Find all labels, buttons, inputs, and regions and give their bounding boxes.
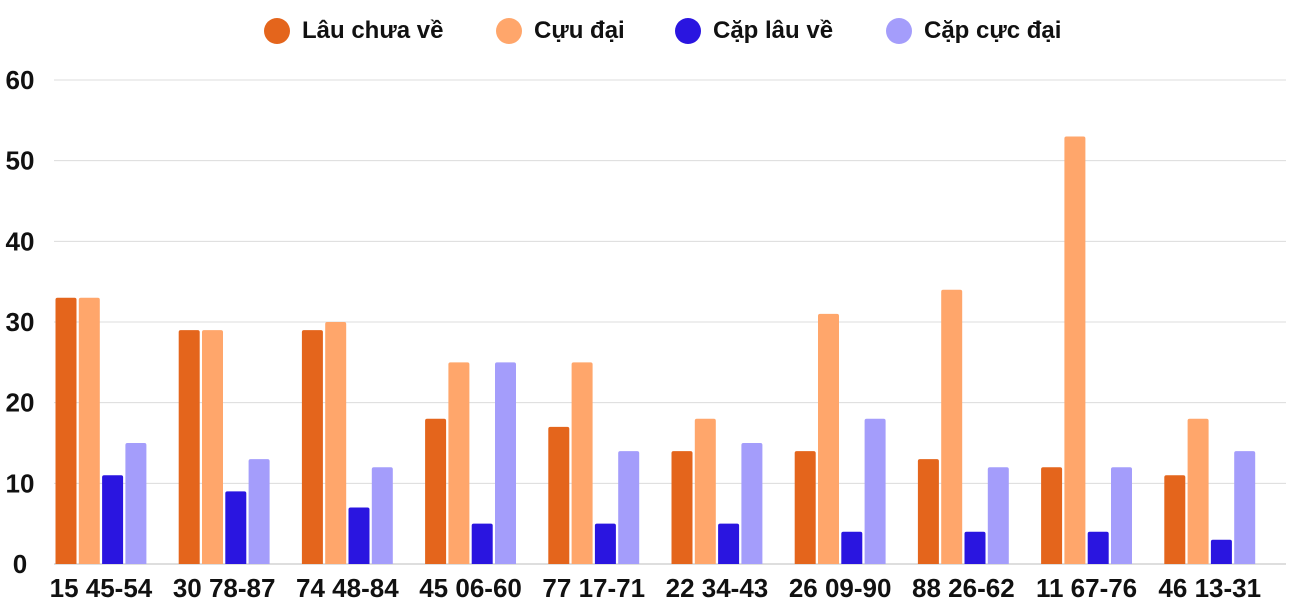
bar-s3-c0[interactable] (125, 443, 147, 564)
y-tick-label-10: 10 (6, 468, 35, 498)
legend-item-cap-cuc-dai[interactable]: Cặp cực đại (886, 14, 1061, 48)
bar-s3-c2[interactable] (371, 467, 393, 564)
bar-s3-c8[interactable] (1111, 467, 1132, 564)
bar-s3-c5[interactable] (741, 443, 763, 564)
legend-item-cap-lau-ve[interactable]: Cặp lâu về (675, 14, 833, 48)
legend-label-cap-lau-ve: Cặp lâu về (713, 17, 834, 44)
bar-s1-c1[interactable] (202, 330, 223, 564)
bar-s1-c4[interactable] (571, 362, 593, 564)
bar-s1-c8[interactable] (1064, 136, 1086, 564)
bar-s0-c4[interactable] (548, 426, 570, 564)
bars (55, 136, 1256, 564)
bar-s3-c4[interactable] (618, 451, 640, 564)
legend-swatch-lau-chua-ve (264, 18, 290, 44)
legend-item-cuu-dai[interactable]: Cựu đại (496, 14, 625, 48)
bar-s2-c2[interactable] (348, 507, 370, 564)
bar-s2-c9[interactable] (1210, 539, 1232, 564)
bar-s1-c2[interactable] (325, 322, 347, 564)
bar-s0-c8[interactable] (1041, 467, 1063, 564)
bar-s1-c3[interactable] (448, 362, 470, 564)
legend-label-lau-chua-ve: Lâu chưa về (302, 17, 444, 44)
bar-s2-c0[interactable] (102, 475, 124, 564)
x-tick-label-4: 77 17-71 (542, 573, 645, 600)
bar-s3-c3[interactable] (495, 362, 516, 564)
bar-s1-c7[interactable] (941, 289, 963, 564)
x-axis: 15 45-54 30 78-87 74 48-84 45 06-60 77 17-71… (50, 573, 1261, 600)
bar-s1-c9[interactable] (1187, 418, 1209, 564)
bar-s2-c6[interactable] (841, 531, 863, 564)
bar-s3-c9[interactable] (1234, 451, 1256, 564)
bar-s1-c5[interactable] (694, 418, 716, 564)
bar-s0-c1[interactable] (178, 330, 200, 564)
y-tick-label-30: 30 (6, 307, 35, 337)
y-axis: 0 10 20 30 40 50 60 (6, 65, 35, 579)
bar-s0-c3[interactable] (425, 418, 447, 564)
bar-s1-c6[interactable] (818, 313, 839, 564)
x-tick-label-2: 74 48-84 (296, 573, 399, 600)
bar-s2-c1[interactable] (225, 491, 247, 564)
x-tick-label-7: 88 26-62 (912, 573, 1015, 600)
bar-s0-c2[interactable] (301, 330, 323, 564)
x-tick-label-8: 11 67-76 (1036, 573, 1137, 600)
bar-s3-c1[interactable] (248, 459, 270, 564)
bar-s1-c0[interactable] (78, 297, 100, 564)
y-tick-label-0: 0 (13, 549, 27, 579)
chart-legend: Lâu chưa về Cựu đại Cặp lâu về Cặp cực đ… (0, 14, 1300, 48)
x-tick-label-5: 22 34-43 (666, 573, 769, 600)
y-tick-label-60: 60 (6, 65, 35, 95)
x-tick-label-3: 45 06-60 (419, 573, 522, 600)
bar-s2-c5[interactable] (718, 523, 740, 564)
bar-s2-c8[interactable] (1087, 531, 1109, 564)
legend-swatch-cap-cuc-dai (886, 18, 912, 44)
legend-item-lau-chua-ve[interactable]: Lâu chưa về (264, 14, 443, 48)
legend-label-cap-cuc-dai: Cặp cực đại (924, 17, 1062, 44)
bar-s0-c0[interactable] (55, 297, 77, 564)
bar-s3-c7[interactable] (987, 467, 1009, 564)
bar-s2-c3[interactable] (471, 523, 493, 564)
bar-s0-c6[interactable] (794, 451, 816, 564)
x-tick-label-0: 15 45-54 (50, 573, 153, 600)
x-tick-label-9: 46 13-31 (1158, 573, 1261, 600)
bar-s2-c7[interactable] (964, 531, 986, 564)
bar-s0-c7[interactable] (917, 459, 939, 564)
x-tick-label-1: 30 78-87 (173, 573, 276, 600)
bar-s3-c6[interactable] (864, 418, 886, 564)
bar-s0-c5[interactable] (671, 451, 693, 564)
legend-swatch-cap-lau-ve (675, 18, 701, 44)
y-tick-label-40: 40 (6, 226, 35, 256)
legend-swatch-cuu-dai (496, 18, 522, 44)
bar-s2-c4[interactable] (594, 523, 616, 564)
y-tick-label-50: 50 (6, 146, 35, 176)
bar-s0-c9[interactable] (1164, 475, 1186, 564)
legend-label-cuu-dai: Cựu đại (534, 17, 625, 44)
y-tick-label-20: 20 (6, 388, 35, 418)
x-tick-label-6: 26 09-90 (789, 573, 892, 600)
